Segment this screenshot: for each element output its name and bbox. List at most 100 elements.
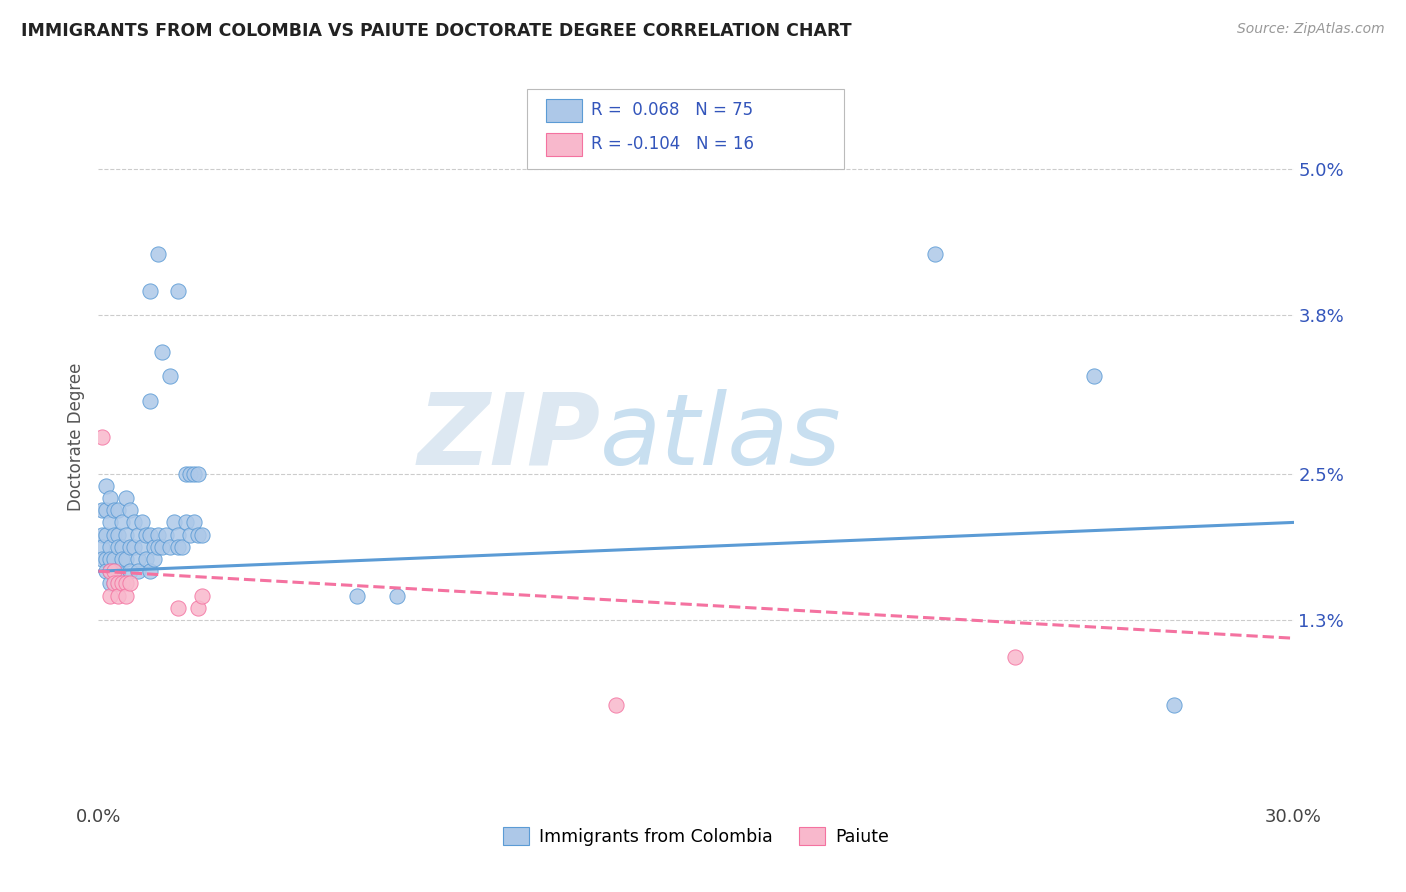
Point bbox=[98, 589, 122, 603]
Point bbox=[143, 540, 166, 554]
Point bbox=[605, 698, 627, 713]
Point bbox=[115, 576, 138, 591]
Point bbox=[174, 516, 197, 530]
Point bbox=[96, 552, 118, 566]
Point bbox=[135, 552, 157, 566]
Point bbox=[107, 589, 129, 603]
Point bbox=[159, 369, 181, 384]
Point bbox=[124, 540, 146, 554]
Point bbox=[120, 576, 142, 591]
Point bbox=[96, 527, 118, 541]
Point bbox=[98, 564, 122, 578]
Legend: Immigrants from Colombia, Paiute: Immigrants from Colombia, Paiute bbox=[496, 820, 896, 853]
Text: R =  0.068   N = 75: R = 0.068 N = 75 bbox=[591, 101, 752, 119]
Point bbox=[143, 552, 166, 566]
Point bbox=[127, 552, 149, 566]
Point bbox=[172, 540, 194, 554]
Point bbox=[91, 430, 114, 444]
Point bbox=[98, 576, 122, 591]
Point bbox=[103, 503, 125, 517]
Point bbox=[167, 284, 190, 298]
Point bbox=[111, 540, 134, 554]
Point bbox=[98, 491, 122, 505]
Point bbox=[98, 540, 122, 554]
Point bbox=[131, 540, 153, 554]
Point bbox=[163, 516, 186, 530]
Point bbox=[103, 564, 125, 578]
Point bbox=[1163, 698, 1185, 713]
Point bbox=[103, 564, 125, 578]
Text: Source: ZipAtlas.com: Source: ZipAtlas.com bbox=[1237, 22, 1385, 37]
Point bbox=[148, 540, 170, 554]
Point bbox=[120, 564, 142, 578]
Point bbox=[91, 503, 114, 517]
Point bbox=[167, 540, 190, 554]
Point bbox=[103, 576, 125, 591]
Point bbox=[98, 552, 122, 566]
Point bbox=[124, 516, 146, 530]
Point bbox=[187, 600, 209, 615]
Point bbox=[179, 527, 201, 541]
Point bbox=[179, 467, 201, 481]
Text: R = -0.104   N = 16: R = -0.104 N = 16 bbox=[591, 135, 754, 153]
Point bbox=[187, 467, 209, 481]
Point bbox=[167, 527, 190, 541]
Point bbox=[139, 564, 162, 578]
Point bbox=[103, 576, 125, 591]
Point bbox=[91, 540, 114, 554]
Text: IMMIGRANTS FROM COLOMBIA VS PAIUTE DOCTORATE DEGREE CORRELATION CHART: IMMIGRANTS FROM COLOMBIA VS PAIUTE DOCTO… bbox=[21, 22, 852, 40]
Point bbox=[91, 527, 114, 541]
Point bbox=[107, 576, 129, 591]
Point bbox=[120, 540, 142, 554]
Point bbox=[115, 552, 138, 566]
Point bbox=[139, 393, 162, 408]
Point bbox=[111, 516, 134, 530]
Text: ZIP: ZIP bbox=[418, 389, 600, 485]
Point bbox=[103, 552, 125, 566]
Point bbox=[191, 589, 214, 603]
Point bbox=[150, 344, 173, 359]
Point bbox=[98, 516, 122, 530]
Point bbox=[183, 516, 205, 530]
Point bbox=[1004, 649, 1026, 664]
Point bbox=[115, 491, 138, 505]
Point bbox=[91, 552, 114, 566]
Point bbox=[155, 527, 177, 541]
Point bbox=[139, 284, 162, 298]
Point bbox=[120, 503, 142, 517]
Point bbox=[1083, 369, 1105, 384]
Point bbox=[107, 503, 129, 517]
Y-axis label: Doctorate Degree: Doctorate Degree bbox=[66, 363, 84, 511]
Text: atlas: atlas bbox=[600, 389, 842, 485]
Point bbox=[107, 540, 129, 554]
Point bbox=[924, 247, 946, 261]
Point bbox=[191, 527, 214, 541]
Point bbox=[115, 589, 138, 603]
Point bbox=[159, 540, 181, 554]
Point bbox=[187, 527, 209, 541]
Point bbox=[346, 589, 368, 603]
Point bbox=[127, 564, 149, 578]
Point bbox=[148, 527, 170, 541]
Point bbox=[98, 564, 122, 578]
Point bbox=[150, 540, 173, 554]
Point bbox=[139, 527, 162, 541]
Point bbox=[135, 527, 157, 541]
Point bbox=[174, 467, 197, 481]
Point bbox=[385, 589, 409, 603]
Point bbox=[107, 527, 129, 541]
Point bbox=[148, 247, 170, 261]
Point bbox=[167, 600, 190, 615]
Point bbox=[111, 552, 134, 566]
Point bbox=[127, 527, 149, 541]
Point bbox=[107, 576, 129, 591]
Point bbox=[183, 467, 205, 481]
Point bbox=[96, 479, 118, 493]
Point bbox=[131, 516, 153, 530]
Point bbox=[115, 527, 138, 541]
Point bbox=[96, 503, 118, 517]
Point bbox=[103, 527, 125, 541]
Point bbox=[96, 564, 118, 578]
Point bbox=[107, 564, 129, 578]
Point bbox=[111, 576, 134, 591]
